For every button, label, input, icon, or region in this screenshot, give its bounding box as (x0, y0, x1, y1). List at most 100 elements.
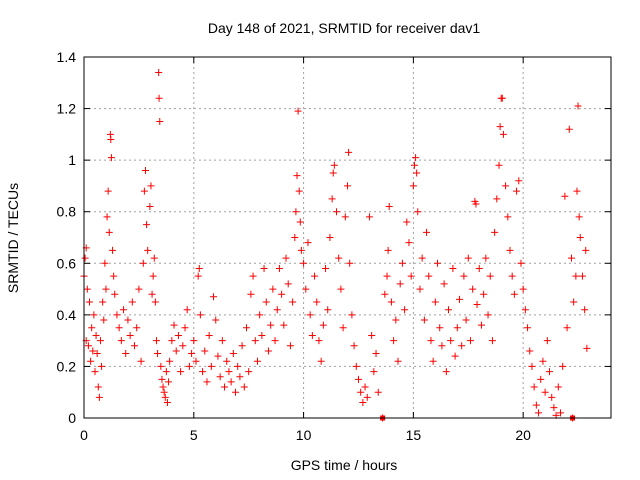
data-point (234, 362, 242, 370)
x-axis-label: GPS time / hours (291, 457, 398, 473)
data-point (506, 246, 514, 254)
data-point (429, 357, 437, 365)
data-point (409, 182, 417, 190)
data-point (333, 208, 341, 216)
data-point (574, 102, 582, 110)
y-tick-label: 0.2 (57, 358, 77, 374)
data-point (458, 342, 466, 350)
data-point (455, 295, 463, 303)
data-point (289, 298, 297, 306)
data-point (172, 347, 180, 355)
data-point (352, 362, 360, 370)
x-tick-label: 10 (296, 427, 312, 443)
data-point (88, 324, 96, 332)
data-point (550, 404, 558, 412)
data-point (477, 321, 485, 329)
data-point (152, 337, 160, 345)
data-point (423, 228, 431, 236)
data-point (293, 172, 301, 180)
data-point (148, 290, 156, 298)
chart-title: Day 148 of 2021, SRMTID for receiver dav… (208, 20, 481, 36)
data-point (403, 218, 411, 226)
data-point (98, 362, 106, 370)
data-point (286, 342, 294, 350)
data-point (146, 203, 154, 211)
data-point (582, 246, 590, 254)
data-point (100, 316, 108, 324)
data-point (262, 298, 270, 306)
data-point (350, 342, 358, 350)
data-point (554, 383, 562, 391)
data-point (539, 357, 547, 365)
data-point (232, 388, 240, 396)
data-point (304, 239, 312, 247)
data-point (137, 357, 145, 365)
data-point (269, 285, 277, 293)
grid-layer (84, 57, 611, 418)
data-point (103, 213, 111, 221)
data-point (359, 399, 367, 407)
data-point (427, 337, 435, 345)
data-point (91, 368, 99, 376)
y-tick-label: 0.4 (57, 307, 77, 323)
data-point (335, 254, 343, 262)
data-point (156, 117, 164, 125)
data-point (236, 373, 244, 381)
data-point (292, 208, 300, 216)
data-point (436, 324, 444, 332)
data-point (195, 264, 203, 272)
data-point (253, 357, 261, 365)
data-point (473, 301, 481, 309)
data-point (159, 383, 167, 391)
data-point (107, 154, 115, 162)
data-point (104, 187, 112, 195)
data-point (498, 94, 506, 102)
data-point (326, 234, 334, 241)
data-point (559, 362, 567, 370)
data-point (572, 272, 580, 280)
data-point (264, 347, 272, 355)
data-point (387, 298, 395, 306)
data-point (517, 259, 525, 267)
x-tick-label: 15 (406, 427, 422, 443)
data-point (412, 154, 420, 162)
data-point (442, 368, 450, 376)
data-point (90, 311, 98, 319)
data-point (530, 383, 538, 391)
data-point (109, 246, 117, 254)
data-point (363, 393, 371, 401)
data-point (329, 169, 337, 177)
data-point (313, 298, 321, 306)
data-point (154, 350, 162, 358)
data-point (488, 337, 496, 345)
data-point (319, 321, 327, 329)
data-point (563, 324, 571, 332)
data-point (158, 375, 166, 383)
data-point (496, 123, 504, 131)
data-point (188, 350, 196, 358)
data-point (165, 378, 173, 386)
data-point (141, 166, 149, 174)
data-point (300, 259, 308, 267)
data-point (381, 290, 389, 298)
data-point (205, 331, 213, 339)
data-point (526, 347, 534, 355)
data-point (317, 357, 325, 365)
ticks-layer: 0 0.2 0.4 0.6 0.8 1 1.2 1.4 0 5 10 15 20 (57, 49, 611, 443)
data-point (502, 182, 510, 190)
data-point (227, 378, 235, 386)
data-point (374, 388, 382, 396)
data-point (95, 393, 103, 401)
data-point (493, 195, 501, 203)
data-point (524, 324, 532, 332)
data-point (521, 306, 529, 314)
data-point (111, 290, 119, 298)
data-point (221, 383, 229, 391)
data-point (271, 337, 279, 345)
data-point (385, 203, 393, 211)
data-point (482, 254, 490, 262)
data-point (157, 362, 165, 370)
data-point (181, 324, 189, 332)
data-point (135, 285, 143, 293)
